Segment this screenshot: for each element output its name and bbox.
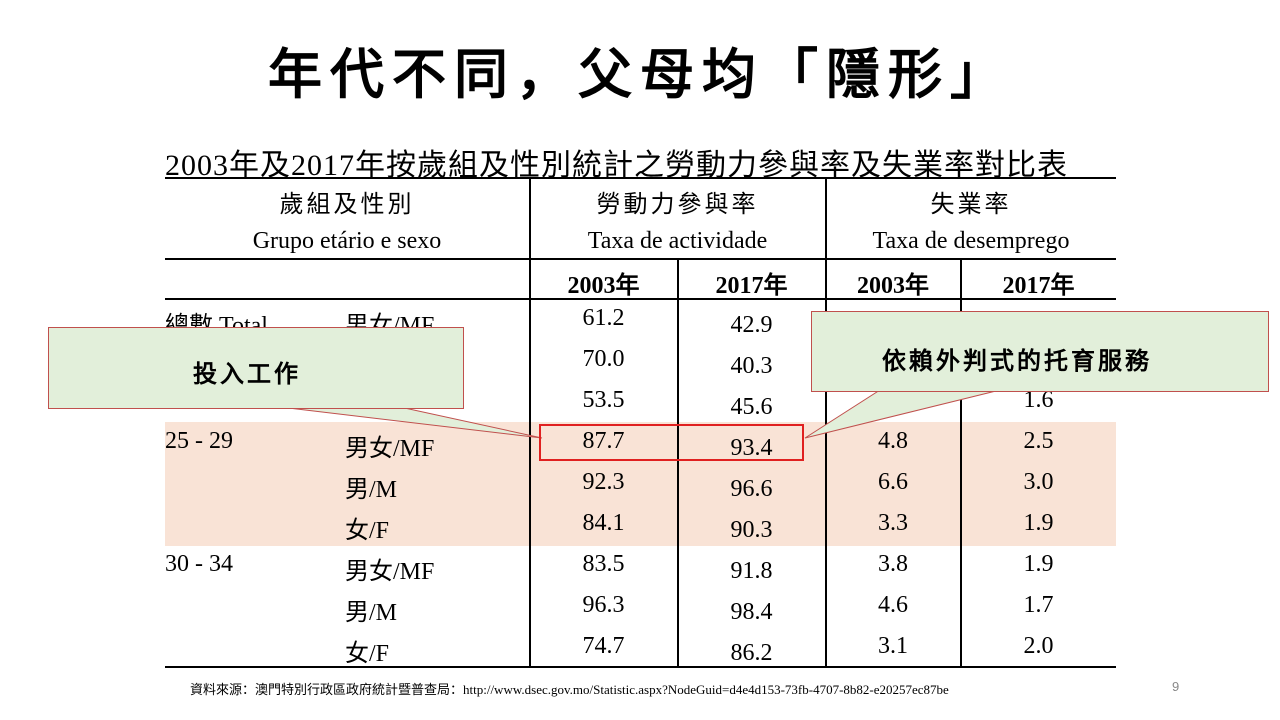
cell-unemployment-2003: 6.6 [878, 469, 908, 495]
cell-activity-2017: 90.3 [730, 517, 773, 543]
cell-unemployment-2017: 2.0 [1023, 633, 1054, 659]
cell-sex: 男/M [345, 600, 398, 626]
cell-unemployment-2003: 3.1 [878, 633, 908, 659]
header-activity-pt: Taxa de actividade [587, 228, 768, 254]
cell-activity-2003: 61.2 [582, 305, 625, 331]
cell-unemployment-2003: 3.8 [878, 551, 908, 577]
cell-activity-2003: 92.3 [582, 469, 625, 495]
right-callout: 依賴外判式的托育服務 [811, 311, 1269, 392]
cell-activity-2017: 96.6 [730, 476, 773, 502]
table-caption: 2003年及2017年按歲組及性別統計之勞動力參與率及失業率對比表 [165, 149, 1068, 182]
table-top-rule [165, 177, 1116, 179]
cell-unemployment-2017: 2.5 [1023, 428, 1054, 454]
left-callout: 投入工作 [48, 327, 464, 409]
cell-sex: 男/M [345, 477, 398, 503]
col-divider-3 [825, 177, 827, 667]
cell-unemployment-2017: 3.0 [1023, 469, 1054, 495]
cell-activity-2003: 70.0 [582, 346, 625, 372]
highlight-band-25-29 [165, 422, 1116, 546]
cell-activity-2017: 42.9 [730, 312, 773, 338]
cell-activity-2003: 74.7 [582, 633, 625, 659]
cell-activity-2017: 40.3 [730, 353, 773, 379]
cell-activity-2017: 86.2 [730, 640, 773, 666]
left-callout-text: 投入工作 [193, 360, 301, 388]
header-unemp-pt: Taxa de desemprego [872, 228, 1070, 254]
cell-activity-2017: 93.4 [730, 435, 773, 461]
right-callout-pointer [804, 389, 1001, 439]
header-unemp-zh: 失業率 [930, 192, 1012, 218]
right-callout-text: 依賴外判式的托育服務 [882, 347, 1152, 375]
cell-age-group: 25 - 29 [165, 428, 233, 454]
cell-activity-2017: 91.8 [730, 558, 773, 584]
cell-unemployment-2003: 3.3 [878, 510, 908, 536]
cell-sex: 男女/MF [345, 559, 435, 585]
page-number: 9 [1172, 679, 1180, 694]
cell-unemployment-2003: 4.6 [878, 592, 908, 618]
cell-activity-2017: 98.4 [730, 599, 773, 625]
header-group-zh: 歲組及性別 [279, 192, 415, 218]
header-rule-bottom [165, 298, 1116, 300]
cell-unemployment-2003: 4.8 [878, 428, 908, 454]
header-group-pt: Grupo etário e sexo [252, 228, 442, 254]
cell-activity-2003: 96.3 [582, 592, 625, 618]
cell-sex: 女/F [345, 641, 390, 667]
cell-activity-2003: 83.5 [582, 551, 625, 577]
cell-activity-2003: 87.7 [582, 428, 625, 454]
left-callout-pointer [279, 406, 543, 439]
cell-activity-2003: 53.5 [582, 387, 625, 413]
cell-unemployment-2017: 1.7 [1023, 592, 1054, 618]
col-divider-1 [529, 177, 531, 667]
col-divider-2 [677, 258, 679, 667]
cell-sex: 男女/MF [345, 436, 435, 462]
source-note: 資料來源：澳門特別行政區政府統計暨普查局：http://www.dsec.gov… [190, 682, 949, 697]
highlight-box-25-29 [539, 424, 804, 461]
header-rule-top [165, 258, 1116, 260]
cell-activity-2003: 84.1 [582, 510, 625, 536]
header-year: 2003年 [857, 273, 929, 299]
cell-sex: 女/F [345, 518, 390, 544]
slide-title: 年代不同，父母均「隱形」 [268, 43, 1012, 106]
header-year: 2003年 [567, 273, 640, 299]
cell-unemployment-2017: 1.9 [1023, 551, 1054, 577]
cell-activity-2017: 45.6 [730, 394, 773, 420]
table-bottom-rule [165, 666, 1116, 668]
col-divider-4 [960, 258, 962, 667]
cell-unemployment-2017: 1.9 [1023, 510, 1054, 536]
header-year: 2017年 [1002, 273, 1075, 299]
header-activity-zh: 勞動力參與率 [596, 192, 759, 218]
header-year: 2017年 [715, 273, 788, 299]
cell-age-group: 30 - 34 [165, 551, 233, 577]
